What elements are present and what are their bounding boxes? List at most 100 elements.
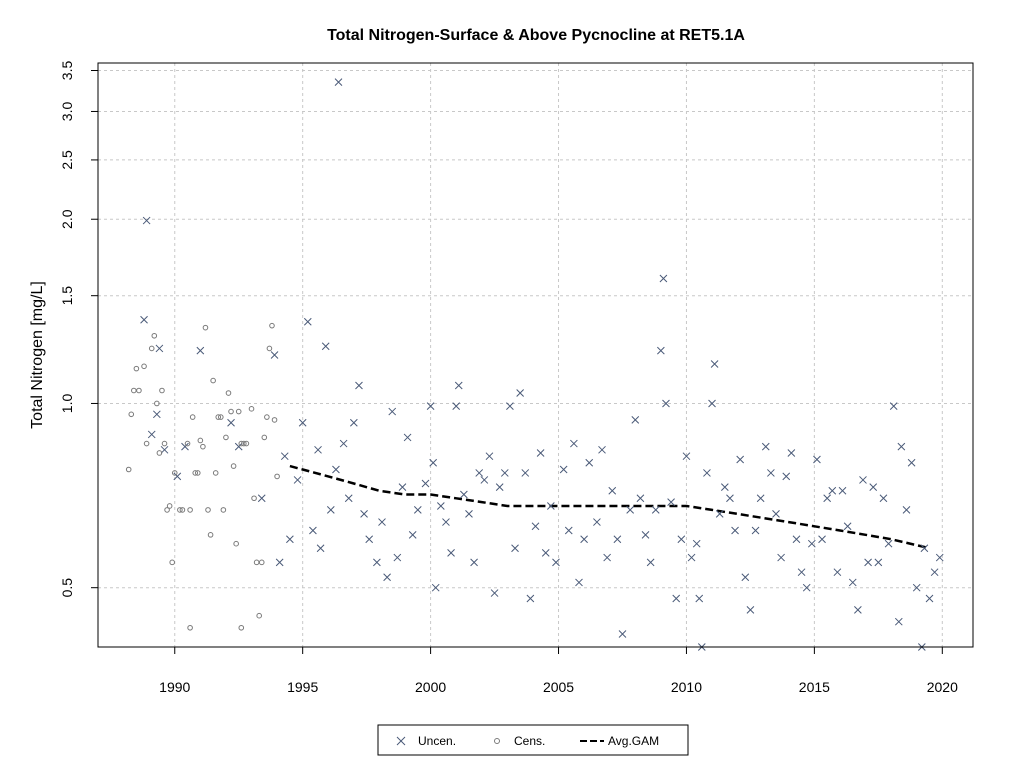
uncensored-point [782, 472, 791, 481]
x-tick-label: 2010 [671, 679, 702, 695]
uncensored-point [321, 342, 330, 351]
censored-point [125, 466, 132, 473]
plot-frame [97, 62, 974, 648]
censored-point [220, 507, 227, 513]
uncensored-point [521, 469, 530, 477]
uncensored-point [874, 558, 883, 567]
uncensored-point [667, 498, 675, 506]
uncensored-point [756, 494, 765, 503]
uncensored-point [332, 465, 340, 474]
censored-point [207, 532, 214, 538]
uncensored-point [608, 486, 617, 495]
uncensored-point [490, 589, 499, 597]
uncensored-point [869, 483, 878, 491]
uncensored-point [280, 452, 289, 461]
grid [98, 63, 973, 647]
uncensored-point [736, 455, 745, 464]
censored-point [164, 507, 170, 513]
uncensored-point [726, 494, 734, 503]
uncensored-point [692, 539, 701, 548]
uncensored-point [767, 469, 775, 477]
uncensored-point [792, 535, 801, 544]
uncensored-point [344, 494, 353, 503]
uncensored-point [360, 510, 368, 518]
uncensored-point [413, 506, 422, 514]
censored-point [235, 408, 242, 415]
uncensored-point [813, 455, 821, 464]
censored-point [210, 377, 216, 384]
censored-point [197, 437, 204, 444]
uncensored-point [334, 78, 343, 86]
uncensored-point [920, 544, 929, 553]
uncensored-point [152, 410, 161, 419]
uncensored-point [286, 535, 294, 544]
censored-point [274, 473, 280, 480]
uncensored-point [651, 506, 660, 514]
uncensored-point [403, 433, 412, 442]
uncensored-point [854, 605, 862, 614]
uncensored-point [777, 553, 785, 562]
uncensored-point [613, 535, 622, 544]
y-tick-label: 3.5 [59, 61, 75, 81]
censored-point [243, 440, 250, 447]
uncensored-point [646, 558, 655, 567]
uncensored-point [429, 458, 438, 467]
uncensored-point [431, 583, 440, 592]
uncensored-point [173, 472, 182, 481]
censored-point [159, 387, 165, 394]
uncensored-point [641, 530, 650, 539]
x-tick-label: 1990 [159, 679, 190, 695]
censored-point [189, 414, 196, 420]
censored-point [148, 345, 155, 352]
uncensored-point [828, 486, 837, 495]
uncensored-point [516, 389, 525, 397]
uncensored-point [303, 317, 312, 326]
censored-point [266, 345, 273, 352]
y-axis-label: Total Nitrogen [mg/L] [29, 281, 46, 429]
uncensored-point [373, 558, 381, 567]
uncensored-point [731, 526, 739, 535]
y-tick-label: 3.0 [59, 102, 75, 122]
uncensored-point [408, 530, 417, 539]
uncensored-point [636, 494, 645, 503]
uncensored-point [196, 346, 205, 355]
uncensored-point [506, 402, 514, 410]
uncensored-point [257, 494, 266, 503]
uncensored-point [807, 539, 816, 548]
censored-point [187, 507, 193, 513]
uncensored-point [339, 439, 348, 448]
uncensored-point [349, 418, 358, 427]
uncensored-point [421, 479, 430, 488]
uncensored-point [485, 452, 494, 461]
censored-point [156, 450, 163, 456]
uncensored-point [687, 553, 696, 562]
uncensored-point [393, 553, 402, 562]
uncensored-point [570, 439, 578, 448]
uncensored-point [511, 544, 519, 553]
uncensored-point [710, 360, 719, 368]
uncensored-point [797, 568, 806, 577]
points-layer [125, 78, 944, 651]
uncensored-point [234, 442, 243, 451]
uncensored-point [536, 449, 545, 457]
uncensored-point [454, 381, 463, 390]
uncensored-point [843, 522, 852, 531]
uncensored-point [912, 583, 921, 592]
uncensored-point [495, 483, 504, 491]
censored-point [179, 507, 186, 513]
uncensored-point [935, 553, 944, 562]
censored-point [136, 387, 142, 394]
censored-point [141, 363, 147, 370]
uncensored-point [365, 535, 374, 544]
uncensored-point [859, 476, 867, 484]
uncensored-point [564, 526, 573, 535]
legend-label-uncen: Uncen. [418, 734, 456, 748]
uncensored-point [761, 442, 770, 451]
uncensored-point [326, 506, 335, 514]
censored-point [212, 470, 219, 476]
uncensored-point [309, 526, 317, 535]
uncensored-point [227, 418, 235, 427]
uncensored-point [746, 605, 755, 614]
censored-point [264, 414, 270, 420]
